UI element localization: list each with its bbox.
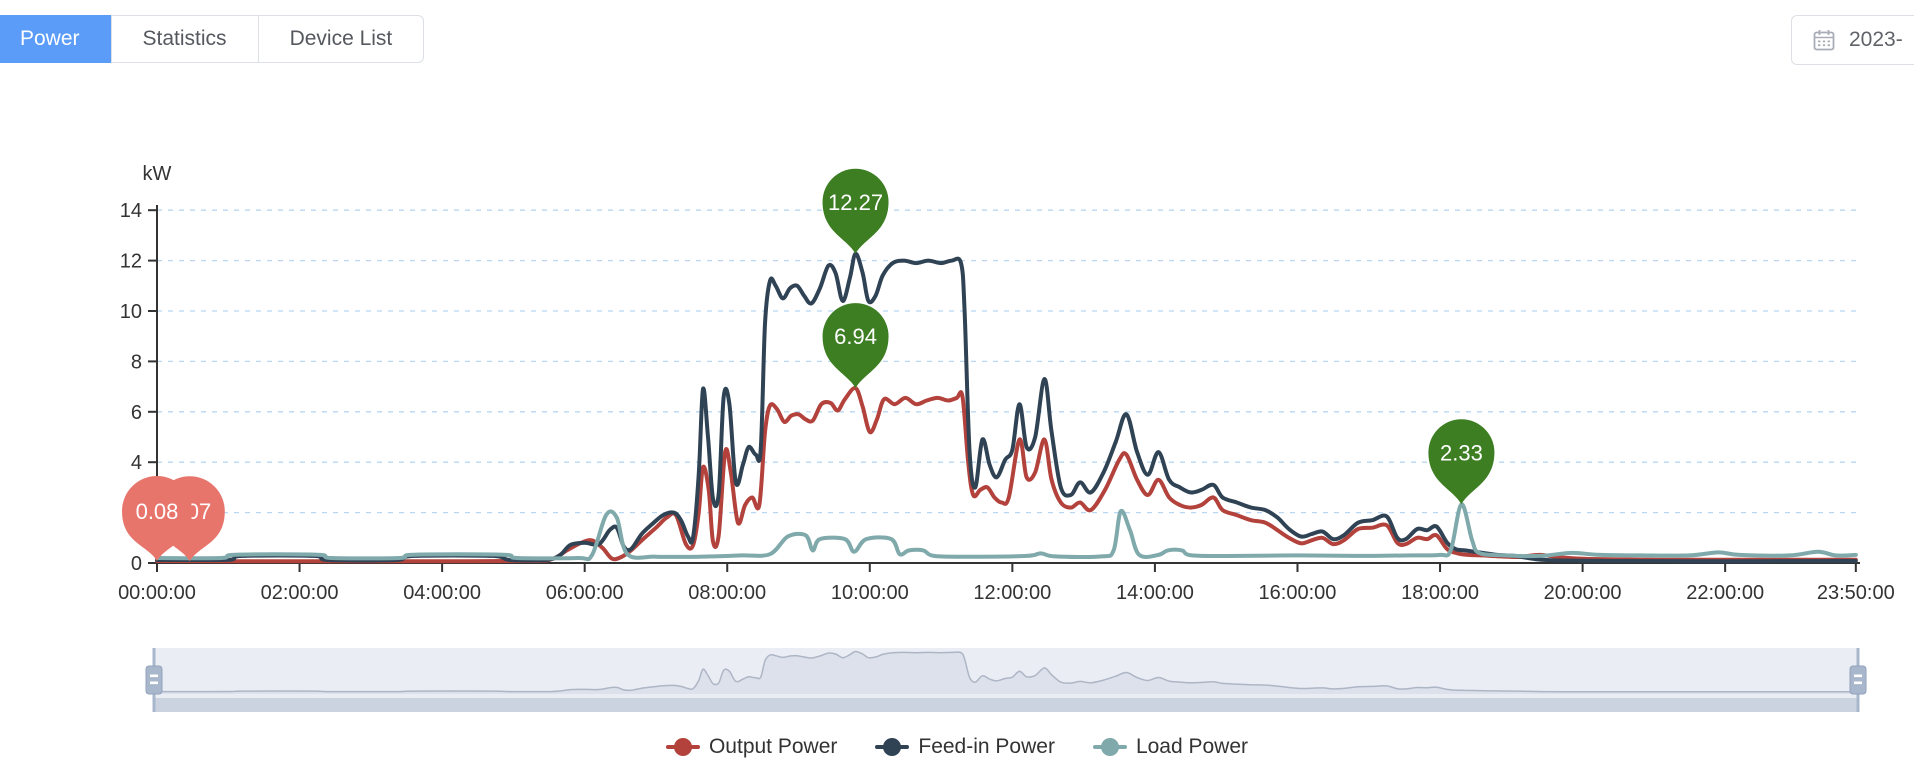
load-power-line xyxy=(155,502,1858,562)
legend-item-load-power[interactable]: Load Power xyxy=(1092,735,1249,759)
x-tick-label: 02:00:00 xyxy=(261,582,339,604)
legend-item-feed-in-power[interactable]: Feed-in Power xyxy=(875,735,1055,759)
legend-label: Load Power xyxy=(1135,735,1249,758)
x-tick-label: 06:00:00 xyxy=(546,582,624,604)
legend-line-dot-icon xyxy=(665,738,700,756)
max-marker: 12.27 xyxy=(822,168,889,254)
calendar-icon xyxy=(1813,30,1835,51)
legend-item-output-power[interactable]: Output Power xyxy=(665,735,838,759)
x-tick-label: 08:00:00 xyxy=(688,582,766,604)
x-tick-label: 12:00:00 xyxy=(973,582,1051,604)
y-tick-label: 10 xyxy=(120,301,142,323)
x-tick-label: 04:00:00 xyxy=(403,582,481,604)
tab-statistics[interactable]: Statistics xyxy=(110,15,259,63)
legend-line-dot-icon xyxy=(1092,738,1127,756)
legend-label: Output Power xyxy=(708,735,838,758)
y-tick-label: 14 xyxy=(120,200,142,222)
x-tick-label: 22:00:00 xyxy=(1686,582,1764,604)
x-tick-label: 20:00:00 xyxy=(1544,582,1622,604)
x-tick-label: 23:50:00 xyxy=(1817,582,1895,604)
axes: 02468101214kW00:00:0002:00:0004:00:0006:… xyxy=(118,163,1895,604)
legend-label: Feed-in Power xyxy=(918,735,1055,758)
date-picker[interactable]: 2023- xyxy=(1791,15,1914,65)
datazoom-move-bar[interactable] xyxy=(154,698,1859,712)
feed-in-power-line xyxy=(155,251,1858,564)
svg-text:6.94: 6.94 xyxy=(834,324,877,349)
legend-line-dot-icon xyxy=(875,738,910,756)
x-tick-label: 00:00:00 xyxy=(118,582,196,604)
min-marker: 0.08 xyxy=(122,475,192,561)
svg-text:2.33: 2.33 xyxy=(1440,440,1483,465)
datazoom-left-handle[interactable] xyxy=(145,648,163,712)
max-marker: 2.33 xyxy=(1428,419,1495,505)
datazoom-slider xyxy=(145,648,1867,712)
max-marker: 6.94 xyxy=(822,303,889,389)
tab-power[interactable]: Power xyxy=(0,15,112,63)
y-tick-label: 0 xyxy=(131,553,142,575)
y-tick-label: 6 xyxy=(131,402,142,424)
datazoom-minimap-line xyxy=(157,650,1856,693)
y-tick-label: 8 xyxy=(131,351,142,373)
gridlines xyxy=(157,209,1856,514)
datazoom-minimap-area xyxy=(157,651,1856,694)
y-tick-label: 12 xyxy=(120,251,142,273)
tab-device-list[interactable]: Device List xyxy=(257,15,425,63)
date-picker-value: 2023- xyxy=(1849,28,1903,51)
chart-legend: Output Power Feed-in Power Load Power xyxy=(0,735,1914,759)
x-tick-label: 18:00:00 xyxy=(1401,582,1479,604)
y-tick-label: 4 xyxy=(131,452,142,474)
y-axis-title: kW xyxy=(143,163,172,185)
view-tabs: Power Statistics Device List xyxy=(0,15,425,63)
svg-text:0.08: 0.08 xyxy=(136,499,179,524)
x-tick-label: 16:00:00 xyxy=(1259,582,1337,604)
datazoom-right-handle[interactable] xyxy=(1849,648,1867,712)
x-tick-label: 10:00:00 xyxy=(831,582,909,604)
x-tick-label: 14:00:00 xyxy=(1116,582,1194,604)
output-power-line xyxy=(155,386,1858,564)
plot-area[interactable] xyxy=(157,205,1856,563)
svg-text:12.27: 12.27 xyxy=(828,190,883,215)
